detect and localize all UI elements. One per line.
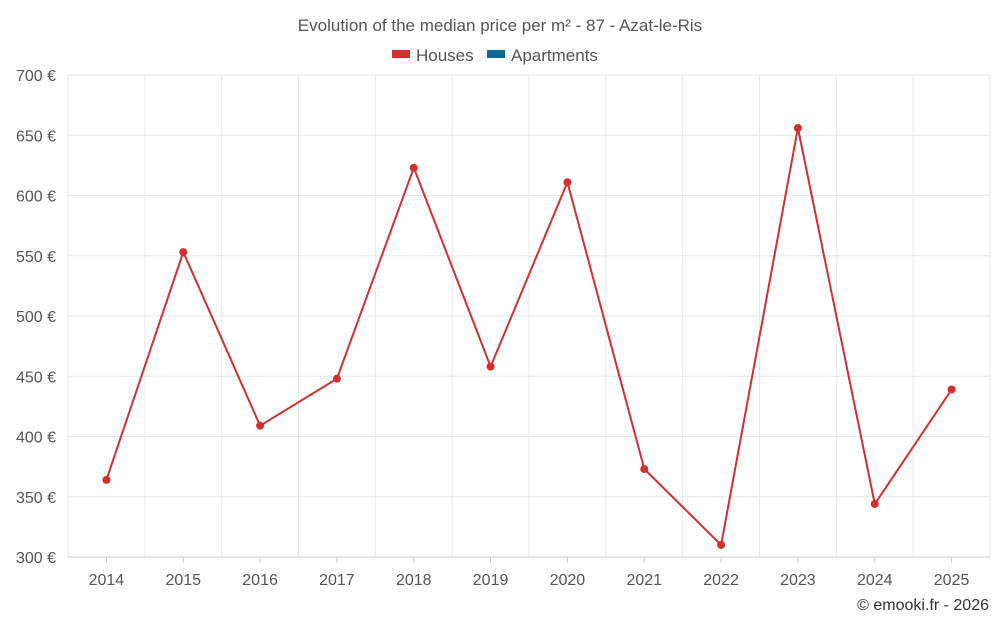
data-point-houses[interactable] — [947, 385, 956, 394]
y-tick-label: 600 € — [16, 189, 56, 206]
legend: Houses Apartments — [392, 46, 598, 65]
x-tick-label: 2024 — [857, 572, 893, 589]
plot-area — [102, 124, 956, 549]
y-tick-label: 300 € — [16, 550, 56, 567]
x-axis: 2014 2015 2016 2017 2018 2019 2020 2021 2022 2023… — [68, 556, 990, 589]
data-point-houses[interactable] — [870, 499, 879, 508]
y-axis: 300 € 350 € 400 € 450 € 500 € 550 € 600 € 650 €… — [16, 68, 56, 567]
x-tick-label: 2020 — [550, 572, 586, 589]
x-tick-label: 2018 — [396, 572, 432, 589]
legend-swatch-apartments[interactable] — [487, 50, 505, 58]
y-tick-label: 450 € — [16, 369, 56, 386]
legend-label-houses[interactable]: Houses — [416, 46, 474, 65]
chart-title: Evolution of the median price per m² - 8… — [298, 16, 702, 35]
y-tick-label: 500 € — [16, 309, 56, 326]
series-line-houses — [105, 127, 953, 548]
data-point-houses[interactable] — [486, 362, 495, 371]
x-tick-label: 2016 — [242, 572, 278, 589]
x-tick-label: 2021 — [626, 572, 662, 589]
x-tick-label: 2017 — [319, 572, 355, 589]
y-tick-label: 400 € — [16, 430, 56, 447]
data-point-houses[interactable] — [102, 475, 111, 484]
x-tick-label: 2015 — [165, 572, 201, 589]
x-tick-label: 2025 — [934, 572, 970, 589]
data-point-houses[interactable] — [256, 421, 265, 430]
legend-label-apartments[interactable]: Apartments — [511, 46, 598, 65]
x-tick-label: 2022 — [703, 572, 739, 589]
x-tick-label: 2014 — [89, 572, 125, 589]
legend-swatch-houses[interactable] — [392, 50, 410, 58]
data-point-houses[interactable] — [640, 465, 649, 474]
credit-text: © emooki.fr - 2026 — [857, 597, 989, 614]
data-point-houses[interactable] — [793, 124, 802, 133]
y-tick-label: 650 € — [16, 128, 56, 145]
data-point-houses[interactable] — [179, 248, 188, 257]
y-tick-label: 700 € — [16, 68, 56, 85]
data-point-houses[interactable] — [563, 178, 572, 187]
x-tick-label: 2019 — [473, 572, 509, 589]
grid — [67, 74, 991, 558]
data-point-houses[interactable] — [409, 163, 418, 172]
data-point-houses[interactable] — [332, 374, 341, 383]
data-point-houses[interactable] — [717, 540, 726, 549]
y-tick-label: 350 € — [16, 490, 56, 507]
x-tick-label: 2023 — [780, 572, 816, 589]
y-tick-label: 550 € — [16, 249, 56, 266]
